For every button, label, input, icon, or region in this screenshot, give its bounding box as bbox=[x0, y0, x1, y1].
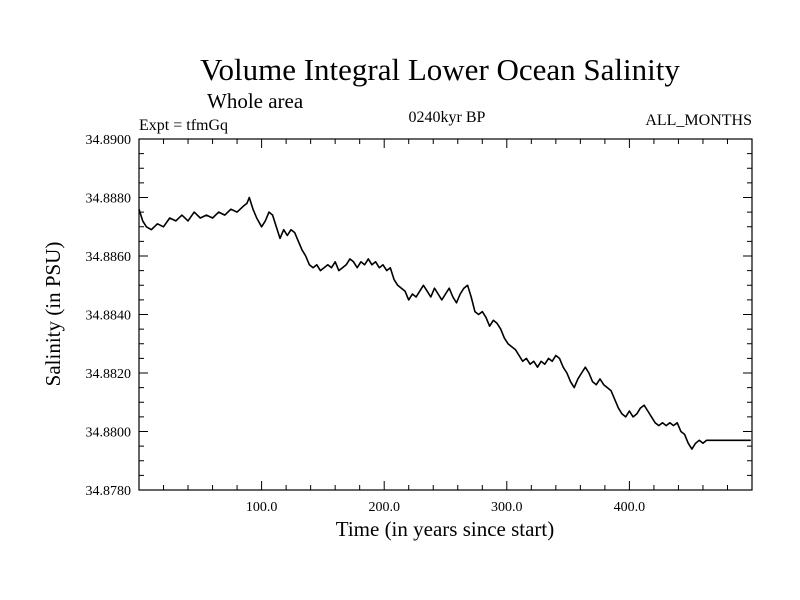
x-axis-label: Time (in years since start) bbox=[336, 517, 555, 541]
x-tick-label: 300.0 bbox=[491, 500, 523, 515]
x-tick-label: 100.0 bbox=[246, 500, 278, 515]
y-tick-label: 34.8800 bbox=[86, 426, 132, 441]
months-label: ALL_MONTHS bbox=[645, 112, 752, 129]
y-axis-label: Salinity (in PSU) bbox=[41, 242, 65, 387]
y-tick-label: 34.8820 bbox=[86, 367, 132, 382]
experiment-label: Expt = tfmGq bbox=[139, 117, 228, 134]
y-tick-label: 34.8860 bbox=[86, 250, 132, 265]
y-tick-label: 34.8840 bbox=[86, 309, 132, 324]
y-tick-label: 34.8880 bbox=[86, 192, 132, 207]
x-tick-label: 200.0 bbox=[368, 500, 400, 515]
y-tick-label: 34.8900 bbox=[86, 133, 132, 148]
period-label: 0240kyr BP bbox=[409, 109, 486, 126]
plot-frame bbox=[138, 138, 753, 491]
chart-subtitle: Whole area bbox=[207, 89, 304, 113]
y-tick-label: 34.8780 bbox=[86, 484, 132, 499]
salinity-series-line bbox=[138, 196, 751, 450]
chart-title: Volume Integral Lower Ocean Salinity bbox=[200, 52, 680, 87]
x-axis: 100.0 200.0 300.0 400.0 bbox=[163, 139, 728, 515]
x-tick-label: 400.0 bbox=[614, 500, 646, 515]
y-axis: 34.8780 34.8800 34.8820 34.8840 34.8860 34.88… bbox=[86, 133, 752, 499]
